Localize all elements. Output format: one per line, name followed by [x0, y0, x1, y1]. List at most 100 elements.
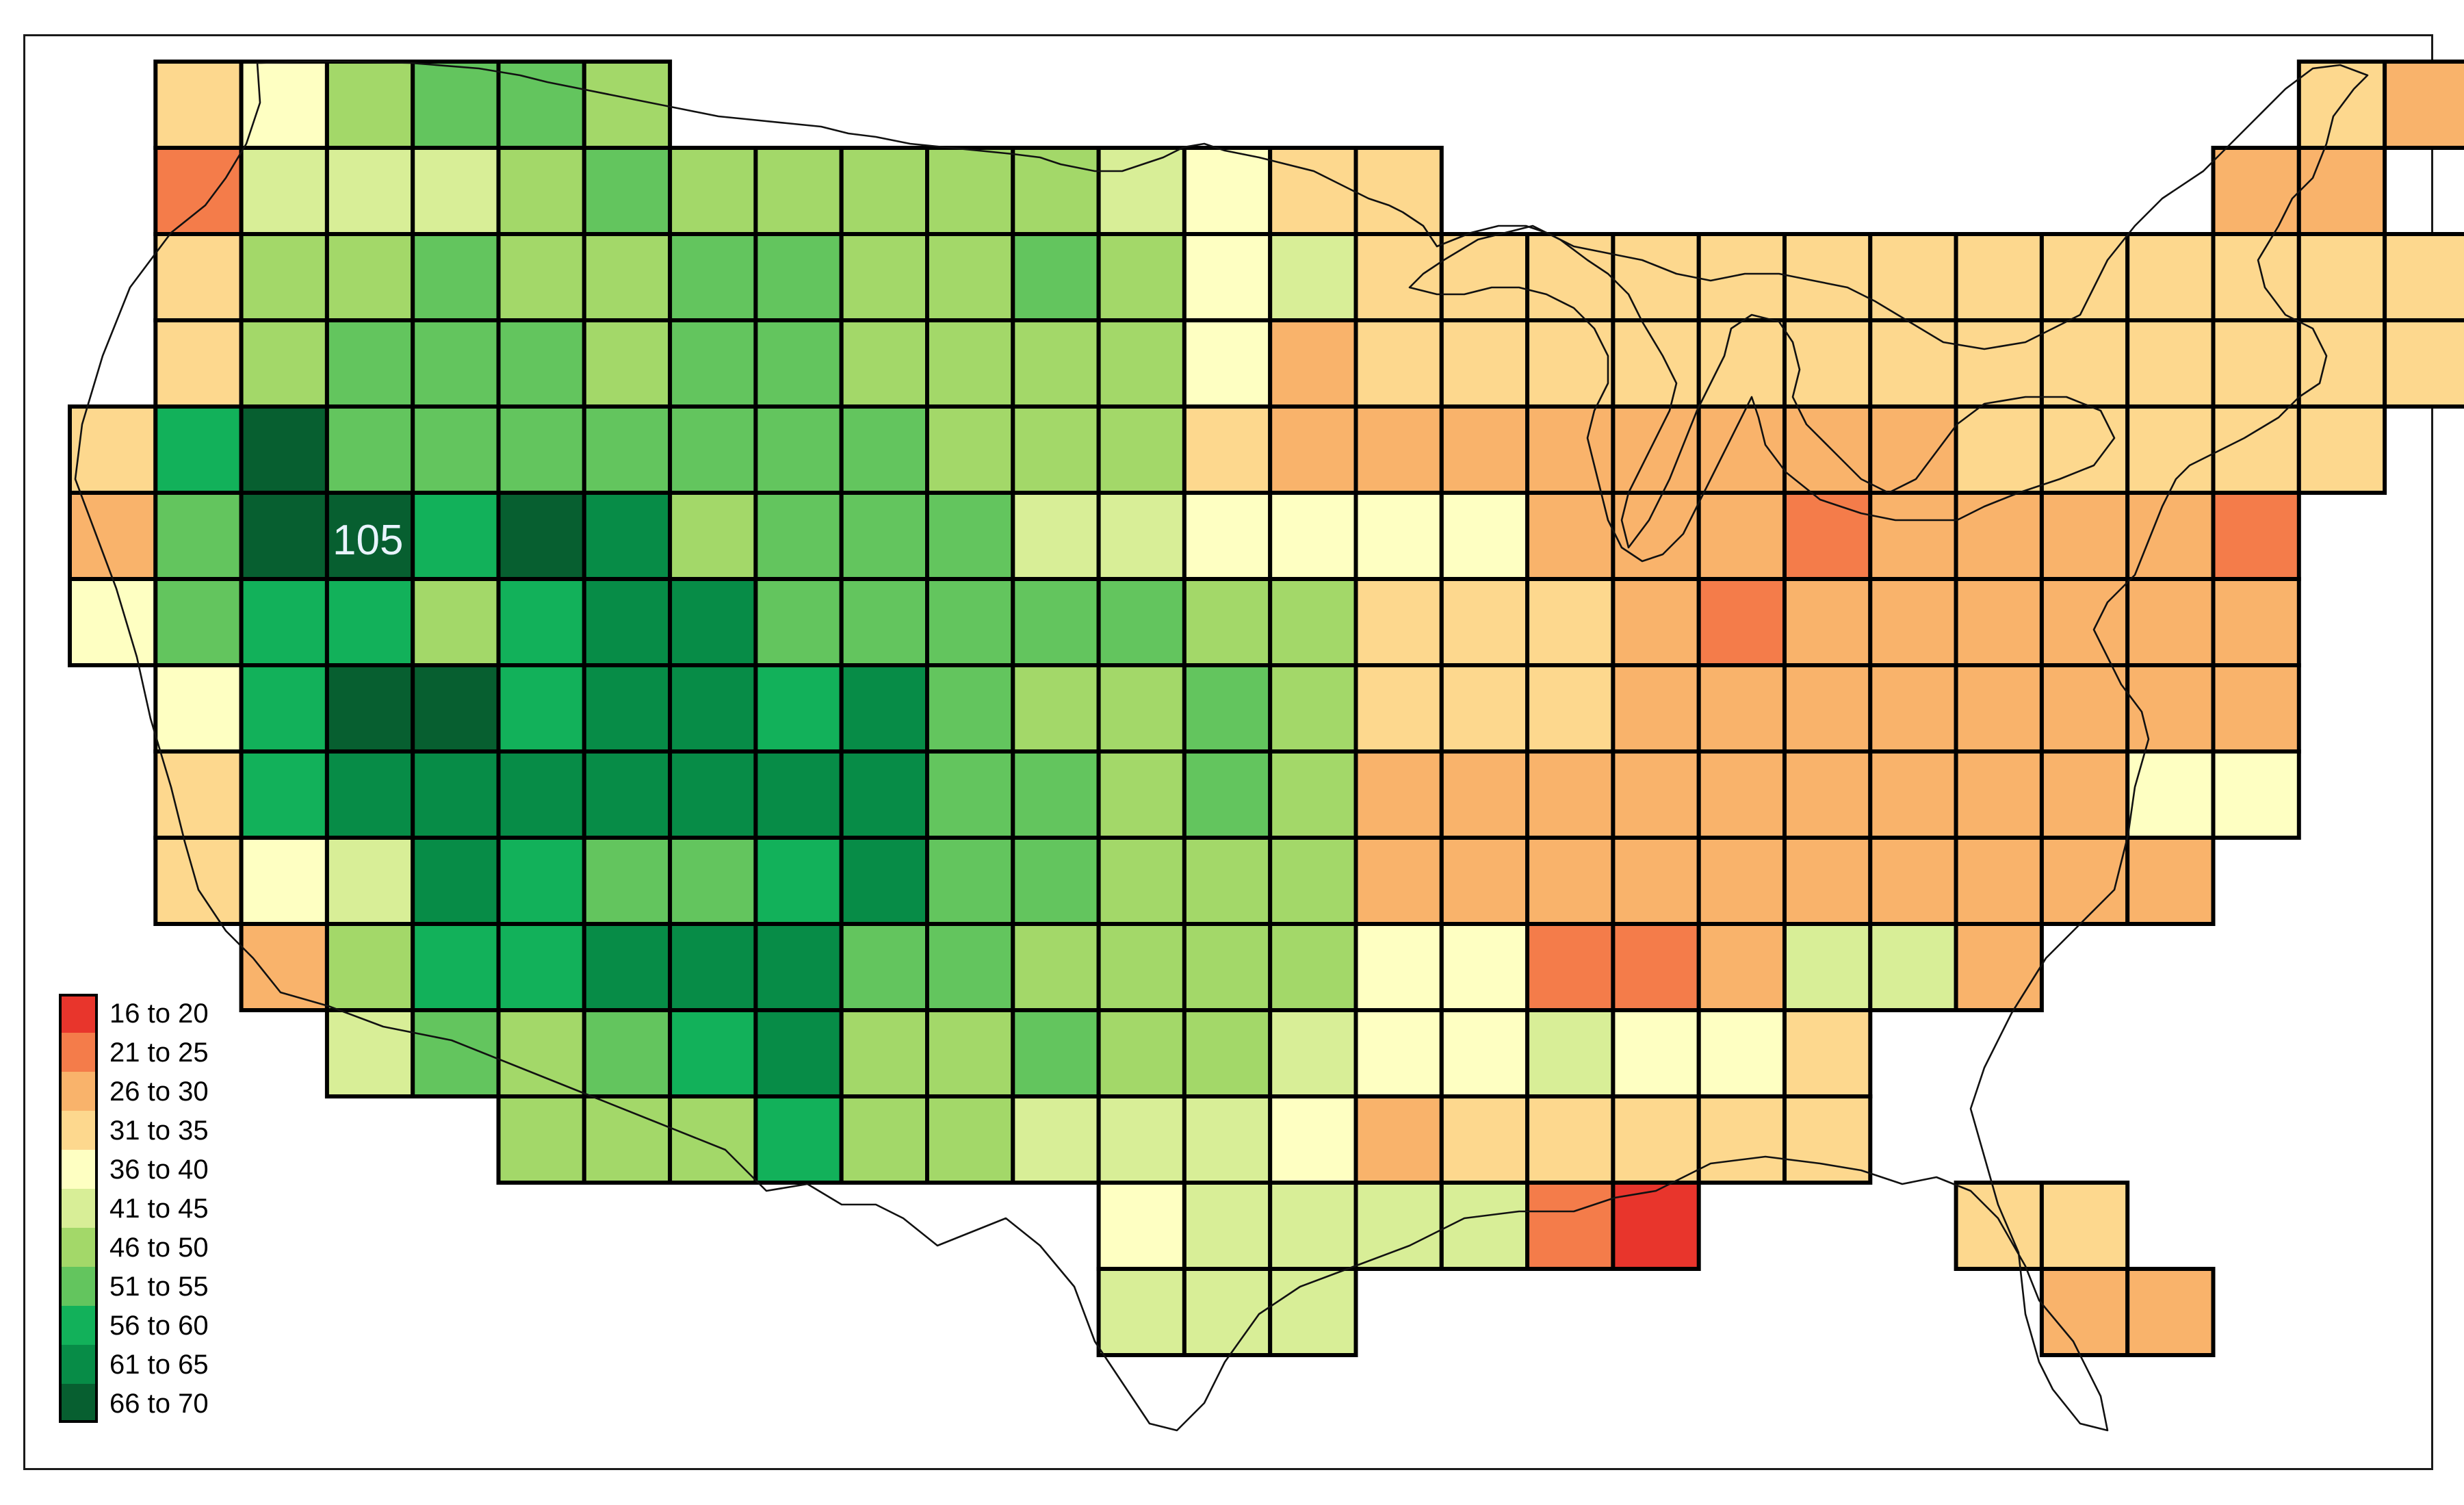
grid-cell: [753, 404, 844, 495]
grid-cell: [925, 232, 1015, 322]
grid-cell: [1353, 146, 1444, 236]
grid-cell: [153, 146, 244, 236]
grid-cell: [753, 1008, 844, 1098]
grid-cell: [1525, 1008, 1616, 1098]
grid-cell: [1439, 663, 1530, 754]
grid-cell: [2211, 491, 2301, 581]
grid-cell: [1353, 491, 1444, 581]
grid-cell: [925, 836, 1015, 926]
grid-cell: [2296, 404, 2387, 495]
grid-cell: [2039, 491, 2130, 581]
grid-cell: [1696, 836, 1787, 926]
grid-cell: [1353, 404, 1444, 495]
grid-cell: [2211, 318, 2301, 409]
grid-cell: [1696, 232, 1787, 322]
grid-cell: [1268, 1094, 1358, 1185]
grid-cell: [324, 922, 415, 1012]
grid-cell: [1611, 318, 1701, 409]
grid-cell: [839, 491, 929, 581]
grid-cell: [2039, 836, 2130, 926]
grid-cell: [1696, 1008, 1787, 1098]
grid-cell: [1268, 1181, 1358, 1271]
legend-item: 36 to 40: [59, 1150, 291, 1189]
grid-cell: [411, 404, 501, 495]
legend-label: 66 to 70: [109, 1389, 209, 1419]
grid-cell: [1011, 922, 1101, 1012]
grid-cell: [1868, 922, 1958, 1012]
grid-cell: [1611, 577, 1701, 667]
grid-cell: [582, 232, 673, 322]
grid-cell: [1268, 146, 1358, 236]
grid-cell: [839, 318, 929, 409]
grid-cell: [1611, 663, 1701, 754]
grid-cell: [2125, 577, 2216, 667]
grid-cell: [2296, 146, 2387, 236]
grid-cell: [668, 318, 758, 409]
grid-cell: [1696, 922, 1787, 1012]
grid-cell: [1096, 1181, 1186, 1271]
grid-cell: [411, 146, 501, 236]
grid-cell: [753, 1094, 844, 1185]
grid-cell: [1868, 836, 1958, 926]
grid-cell: [925, 491, 1015, 581]
grid-cell: [1868, 663, 1958, 754]
grid-cell: [753, 749, 844, 840]
grid-cell: [1868, 749, 1958, 840]
grid-cell: [1782, 1008, 1873, 1098]
grid-cell: [1696, 1094, 1787, 1185]
grid-cell: [1011, 146, 1101, 236]
legend-item: 41 to 45: [59, 1189, 291, 1228]
grid-cell: [839, 577, 929, 667]
grid-cell: [1182, 1267, 1273, 1357]
grid-cell: [1696, 404, 1787, 495]
grid-cell: [925, 404, 1015, 495]
grid-cell: [1182, 1094, 1273, 1185]
grid-cell: [2296, 232, 2387, 322]
grid-cell: [1353, 1008, 1444, 1098]
grid-cell: [1182, 663, 1273, 754]
grid-cell: [239, 749, 329, 840]
grid-cell: [496, 1008, 586, 1098]
grid-cell: [1268, 1008, 1358, 1098]
grid-cell: [839, 663, 929, 754]
legend-swatch: [59, 994, 98, 1033]
grid-cell: [2211, 577, 2301, 667]
legend-label: 61 to 65: [109, 1350, 209, 1380]
great-lakes-outline: [1408, 224, 2116, 563]
grid-cell: [1954, 577, 2044, 667]
grid-cell: [1268, 232, 1358, 322]
grid-cell: [753, 146, 844, 236]
grid-cell: [1439, 836, 1530, 926]
grid-cell: [2125, 749, 2216, 840]
grid-cell: [1182, 577, 1273, 667]
grid-cell: [324, 749, 415, 840]
grid-cell: [582, 749, 673, 840]
grid-cell: [496, 318, 586, 409]
grid-cell: [239, 60, 329, 150]
grid-cell: [1782, 577, 1873, 667]
grid-cell: [2125, 663, 2216, 754]
grid-cell: [1696, 577, 1787, 667]
grid-cell: [1182, 749, 1273, 840]
legend-item: 31 to 35: [59, 1111, 291, 1150]
grid-cell: [153, 836, 244, 926]
legend-swatch: [59, 1228, 98, 1267]
grid-cell: [239, 663, 329, 754]
grid-cell: [1954, 836, 2044, 926]
legend-swatch: [59, 1189, 98, 1228]
legend-swatch: [59, 1150, 98, 1189]
grid-cell: [1611, 1094, 1701, 1185]
grid-cell: [582, 836, 673, 926]
grid-cell: [2125, 404, 2216, 495]
grid-cell: [496, 836, 586, 926]
grid-cell: [582, 318, 673, 409]
legend-item: 26 to 30: [59, 1072, 291, 1111]
legend-label: 41 to 45: [109, 1194, 209, 1224]
grid-cell: [1096, 1094, 1186, 1185]
grid-cell: [1525, 922, 1616, 1012]
grid-cell: [2211, 663, 2301, 754]
grid-cell: [1182, 1008, 1273, 1098]
legend-item: 61 to 65: [59, 1345, 291, 1384]
grid-cell: [239, 318, 329, 409]
